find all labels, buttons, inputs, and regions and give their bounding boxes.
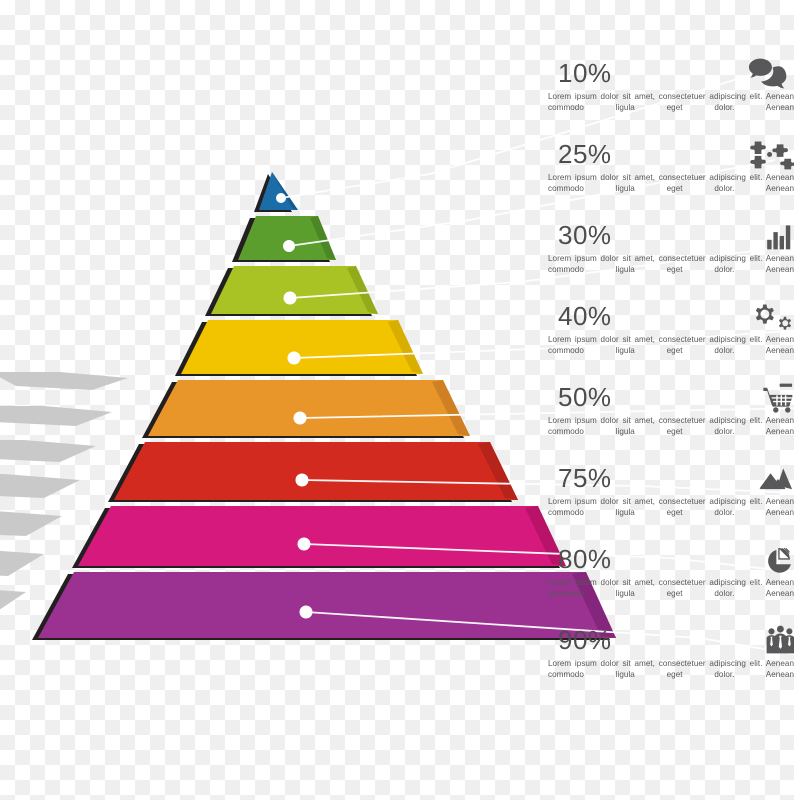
legend-row[interactable]: 30% Lorem ipsum dolor sit amet, consecte… — [548, 222, 794, 303]
gears-icon — [748, 299, 794, 333]
description-text: Lorem ipsum dolor sit amet, consectetuer… — [548, 659, 794, 680]
pyramid-layer-4[interactable] — [181, 320, 423, 374]
pyramid-layer-8[interactable] — [38, 572, 616, 638]
legend-row[interactable]: 25% Lorem ipsum dolor sit amet, consecte… — [548, 141, 794, 222]
percentage-label: 75% — [558, 463, 612, 493]
legend-row[interactable]: 75% Lorem ipsum dolor sit amet, consecte… — [548, 465, 794, 546]
people-group-icon — [748, 623, 794, 657]
mountain-graph-icon — [748, 461, 794, 495]
legend-row[interactable]: 50% Lorem ipsum dolor sit amet, consecte… — [548, 382, 794, 465]
description-text: Lorem ipsum dolor sit amet, consectetuer… — [548, 416, 794, 437]
pyramid-layer-6[interactable] — [114, 442, 518, 500]
pyramid-layer-7[interactable] — [78, 506, 566, 566]
description-text: Lorem ipsum dolor sit amet, consectetuer… — [548, 335, 794, 356]
description-text: Lorem ipsum dolor sit amet, consectetuer… — [548, 92, 794, 113]
percentage-label: 90% — [558, 625, 612, 655]
legend-row[interactable]: 80% Lorem ipsum dolor sit amet, consecte… — [548, 546, 794, 627]
pyramid-layer-3[interactable] — [211, 266, 378, 314]
pyramid-layer-1[interactable] — [259, 172, 298, 210]
percentage-label: 50% — [558, 382, 612, 412]
percentage-label: 80% — [558, 544, 612, 574]
bar-chart-icon — [748, 218, 794, 252]
pie-chart-icon — [748, 542, 794, 576]
speech-bubbles-icon — [748, 56, 794, 90]
percentage-label: 25% — [558, 139, 612, 169]
shopping-cart-icon — [748, 380, 794, 414]
description-text: Lorem ipsum dolor sit amet, consectetuer… — [548, 173, 794, 194]
pyramid-connector-lines — [280, 71, 794, 656]
percentage-label: 30% — [558, 220, 612, 250]
pyramid-layer-2[interactable] — [238, 216, 336, 260]
pyramid-layer-5[interactable] — [148, 380, 470, 436]
percentage-label: 10% — [558, 58, 612, 88]
description-text: Lorem ipsum dolor sit amet, consectetuer… — [548, 578, 794, 599]
description-text: Lorem ipsum dolor sit amet, consectetuer… — [548, 497, 794, 518]
description-text: Lorem ipsum dolor sit amet, consectetuer… — [548, 254, 794, 275]
pyramid-node-dots[interactable] — [276, 193, 313, 619]
legend-list: 10% Lorem ipsum dolor sit amet, consecte… — [548, 58, 794, 708]
legend-row[interactable]: 40% Lorem ipsum dolor sit amet, consecte… — [548, 303, 794, 384]
percentage-label: 40% — [558, 301, 612, 331]
legend-row[interactable]: 10% Lorem ipsum dolor sit amet, consecte… — [548, 58, 794, 141]
legend-row[interactable]: 90% Lorem ipsum dolor sit amet, consecte… — [548, 625, 794, 708]
pyramid-diagram — [0, 71, 794, 656]
puzzle-pieces-icon — [748, 137, 794, 171]
pyramid-ghost-steps — [0, 372, 128, 610]
